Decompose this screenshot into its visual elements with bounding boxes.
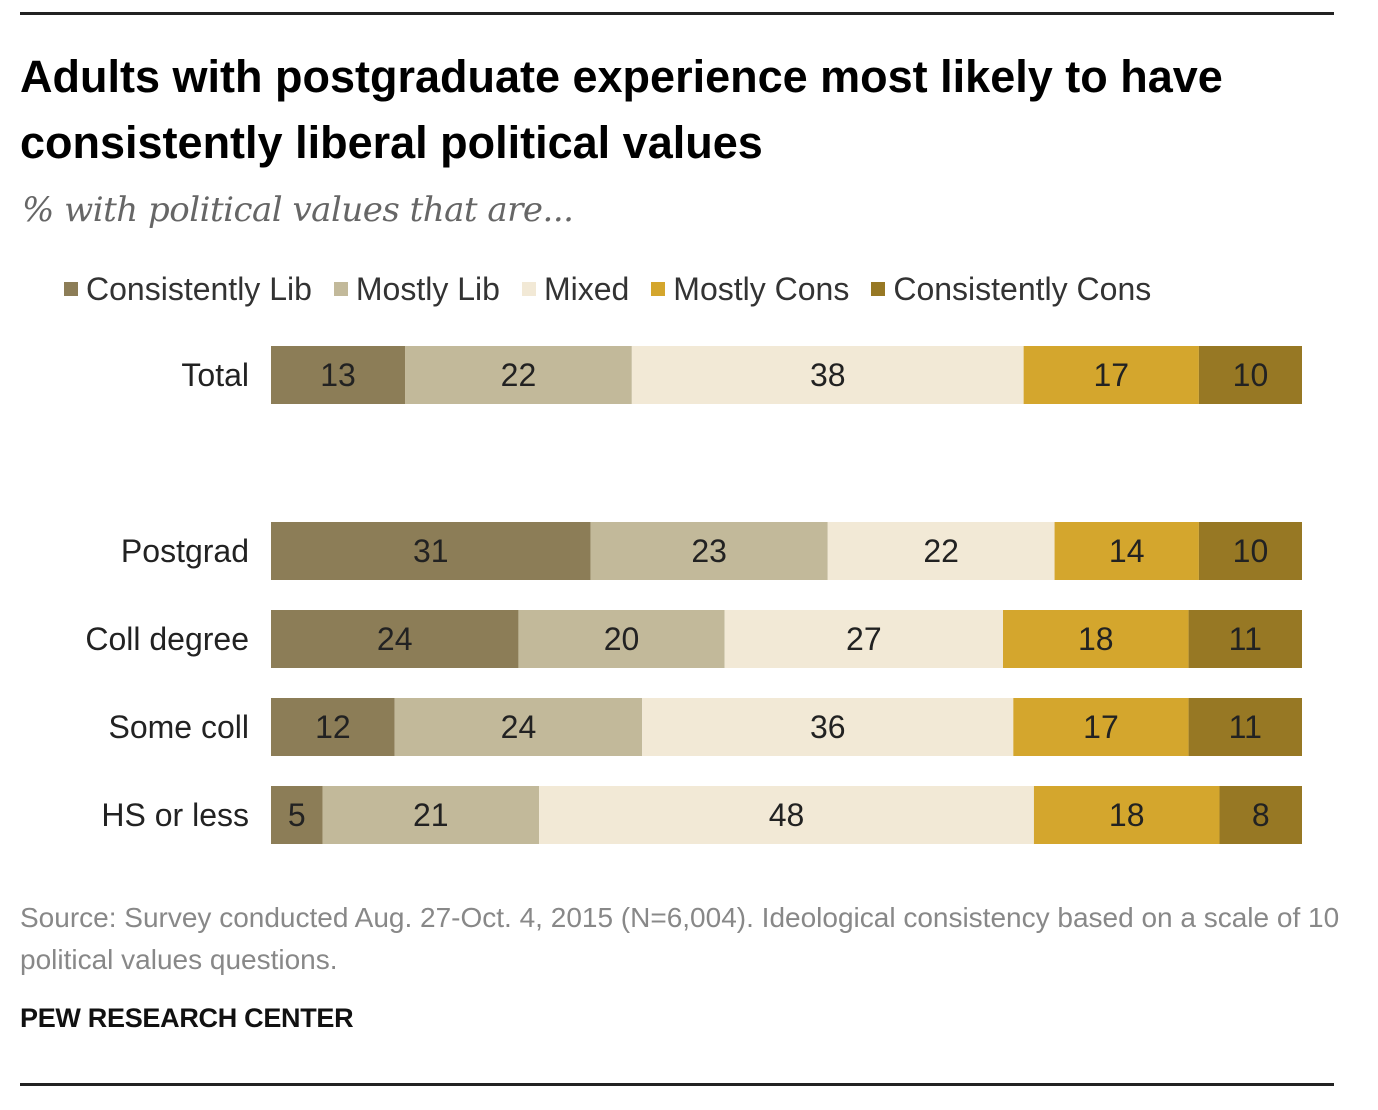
data-label: 22 [923,533,959,569]
legend-item-mostly-cons: Mostly Cons [651,271,849,308]
data-label: 22 [501,357,537,393]
data-label: 17 [1093,357,1129,393]
legend-label: Mostly Cons [673,270,850,307]
bar-segment [271,522,591,580]
top-rule [20,12,1334,15]
data-label: 17 [1083,709,1119,745]
bar-segment [405,346,632,404]
data-label: 20 [604,621,640,657]
chart-title: Adults with postgraduate experience most… [20,51,1223,168]
data-label: 48 [769,797,805,833]
data-label: 23 [691,533,727,569]
legend-item-consistently-lib: Consistently Lib [64,271,312,308]
bar-segment [1013,698,1189,756]
legend-label: Mostly Lib [355,270,500,307]
data-label: 27 [846,621,882,657]
data-label: 10 [1233,357,1269,393]
legend-swatch [521,282,536,296]
bar-segment [539,786,1034,844]
data-label: 14 [1109,533,1145,569]
data-label: 24 [377,621,413,657]
stacked-bar-chart: Total 13 22 38 17 10 Postgrad 31 23 22 14 10 Coll de… [85,346,1302,844]
bar-segment [1188,610,1302,668]
bar-segment [1003,610,1189,668]
bar-segment [1198,346,1302,404]
legend-item-mixed: Mixed [521,270,630,308]
data-label: 18 [1109,797,1145,833]
legend-label: Consistently Lib [86,270,312,307]
data-label: 18 [1078,621,1114,657]
data-label: 36 [810,709,846,745]
data-label: 21 [413,797,449,833]
bar-segment [322,786,540,844]
legend-label: Consistently Cons [893,270,1152,307]
bar-segment [271,610,519,668]
chart-subtitle: % with political values that are... [22,190,574,230]
legend-swatch [64,282,78,296]
data-label: 5 [288,797,306,833]
bar-segment [1033,786,1220,844]
bar-segment [271,698,395,756]
category-label: Some coll [109,709,250,745]
category-label: HS or less [101,797,249,833]
bar-segment [1023,346,1199,404]
bar-segment [590,522,828,580]
legend-item-mostly-lib: Mostly Lib [333,270,500,308]
legend-swatch [333,282,348,296]
category-label: Total [181,357,249,393]
bar-segment [1219,786,1302,844]
brand-logo-text: PEW RESEARCH CENTER [20,1003,354,1033]
legend-swatch [651,282,666,296]
data-label: 8 [1252,797,1270,833]
data-label: 13 [320,357,356,393]
data-label: 11 [1229,621,1262,657]
legend-item-consistently-cons: Consistently Cons [871,271,1151,308]
bar-segment [394,698,643,756]
bar-segment [642,698,1014,756]
bottom-rule [20,1083,1334,1086]
bar-segment [1188,698,1302,756]
bar-segment [724,610,1004,668]
data-label: 24 [501,709,537,745]
bar-segment [1198,522,1302,580]
category-label: Postgrad [121,533,249,569]
data-label: 10 [1233,533,1269,569]
category-label: Coll degree [85,621,249,657]
legend-swatch [871,282,886,296]
data-label: 12 [315,709,351,745]
bar-segment [631,346,1024,404]
bar-segment [518,610,725,668]
bar-segment [271,346,406,404]
data-label: 11 [1229,709,1262,745]
data-label: 31 [413,533,449,569]
source-note: Source: Survey conducted Aug. 27-Oct. 4,… [20,902,1340,975]
bar-segment [1054,522,1199,580]
data-label: 38 [810,357,846,393]
legend-label: Mixed [543,270,630,307]
bar-segment [271,786,323,844]
bar-segment [827,522,1055,580]
chart-legend: Consistently Lib Mostly Lib Mixed Mostly… [64,266,1151,312]
